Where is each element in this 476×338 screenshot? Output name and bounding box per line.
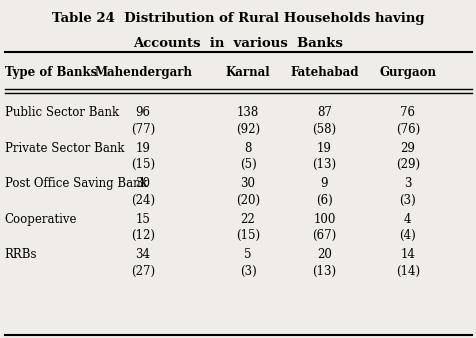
- Text: Type of Banks: Type of Banks: [5, 66, 97, 79]
- Text: Mahendergarh: Mahendergarh: [94, 66, 192, 79]
- Text: 87: 87: [316, 106, 331, 119]
- Text: 19: 19: [316, 142, 331, 155]
- Text: (13): (13): [312, 265, 336, 277]
- Text: Cooperative: Cooperative: [5, 213, 77, 226]
- Text: (13): (13): [312, 158, 336, 171]
- Text: (24): (24): [131, 194, 155, 207]
- Text: (15): (15): [131, 158, 155, 171]
- Text: 8: 8: [244, 142, 251, 155]
- Text: 22: 22: [240, 213, 255, 226]
- Text: 4: 4: [403, 213, 411, 226]
- Text: 76: 76: [399, 106, 415, 119]
- Text: 30: 30: [240, 177, 255, 190]
- Text: (58): (58): [312, 123, 336, 136]
- Text: (12): (12): [131, 229, 155, 242]
- Text: 15: 15: [135, 213, 150, 226]
- Text: (14): (14): [395, 265, 419, 277]
- Text: RRBs: RRBs: [5, 248, 37, 261]
- Text: (92): (92): [236, 123, 259, 136]
- Text: Table 24  Distribution of Rural Households having: Table 24 Distribution of Rural Household…: [52, 12, 424, 25]
- Text: Fatehabad: Fatehabad: [289, 66, 358, 79]
- Text: (3): (3): [398, 194, 416, 207]
- Text: Karnal: Karnal: [225, 66, 270, 79]
- Text: (3): (3): [239, 265, 256, 277]
- Text: 100: 100: [313, 213, 335, 226]
- Text: Accounts  in  various  Banks: Accounts in various Banks: [133, 37, 343, 50]
- Text: Private Sector Bank: Private Sector Bank: [5, 142, 124, 155]
- Text: (20): (20): [236, 194, 259, 207]
- Text: (15): (15): [236, 229, 259, 242]
- Text: Public Sector Bank: Public Sector Bank: [5, 106, 119, 119]
- Text: 34: 34: [135, 248, 150, 261]
- Text: 9: 9: [320, 177, 327, 190]
- Text: 19: 19: [135, 142, 150, 155]
- Text: (29): (29): [395, 158, 419, 171]
- Text: 3: 3: [403, 177, 411, 190]
- Text: Post Office Saving Bank: Post Office Saving Bank: [5, 177, 147, 190]
- Text: 5: 5: [244, 248, 251, 261]
- Text: (5): (5): [239, 158, 256, 171]
- Text: Gurgaon: Gurgaon: [378, 66, 436, 79]
- Text: 138: 138: [237, 106, 258, 119]
- Text: 30: 30: [135, 177, 150, 190]
- Text: (6): (6): [315, 194, 332, 207]
- Text: 20: 20: [316, 248, 331, 261]
- Text: (4): (4): [398, 229, 416, 242]
- Text: 96: 96: [135, 106, 150, 119]
- Text: (67): (67): [312, 229, 336, 242]
- Text: (77): (77): [131, 123, 155, 136]
- Text: (76): (76): [395, 123, 419, 136]
- Text: 14: 14: [399, 248, 415, 261]
- Text: 29: 29: [399, 142, 415, 155]
- Text: (27): (27): [131, 265, 155, 277]
